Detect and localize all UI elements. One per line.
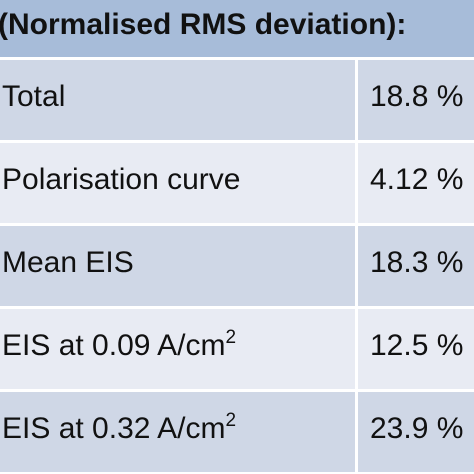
row-label: Mean EIS	[2, 246, 134, 280]
row-label: EIS at 0.09 A/cm2	[2, 327, 237, 363]
row-label: Polarisation curve	[2, 163, 240, 197]
superscript: 2	[225, 410, 237, 431]
value-cell: 23.9 %	[358, 392, 474, 472]
value-cell: 18.3 %	[358, 226, 474, 306]
row-value: 18.8 %	[370, 80, 464, 113]
label-cell: Total	[0, 60, 355, 140]
row-label-text: EIS at 0.09 A/cm	[2, 329, 226, 362]
label-cell: EIS at 0.32 A/cm2	[0, 392, 355, 472]
value-cell: 18.8 %	[358, 60, 474, 140]
row-label: Total	[2, 80, 65, 114]
row-label-text: Mean EIS	[2, 246, 134, 279]
row-label-text: Total	[2, 80, 66, 113]
header: (Normalised RMS deviation):	[0, 0, 474, 57]
row-label: EIS at 0.32 A/cm2	[2, 410, 237, 446]
value-cell: 12.5 %	[358, 309, 474, 389]
row-label-text: EIS at 0.32 A/cm	[2, 412, 226, 445]
header-title: (Normalised RMS deviation):	[0, 8, 407, 41]
label-cell: Mean EIS	[0, 226, 355, 306]
row-value: 23.9 %	[370, 412, 464, 445]
row-label-text: Polarisation curve	[2, 163, 241, 196]
row-value: 12.5 %	[370, 329, 464, 362]
value-cell: 4.12 %	[358, 143, 474, 223]
row-value: 4.12 %	[370, 163, 464, 196]
label-cell: EIS at 0.09 A/cm2	[0, 309, 355, 389]
row-value: 18.3 %	[370, 246, 464, 279]
superscript: 2	[225, 327, 237, 348]
label-cell: Polarisation curve	[0, 143, 355, 223]
